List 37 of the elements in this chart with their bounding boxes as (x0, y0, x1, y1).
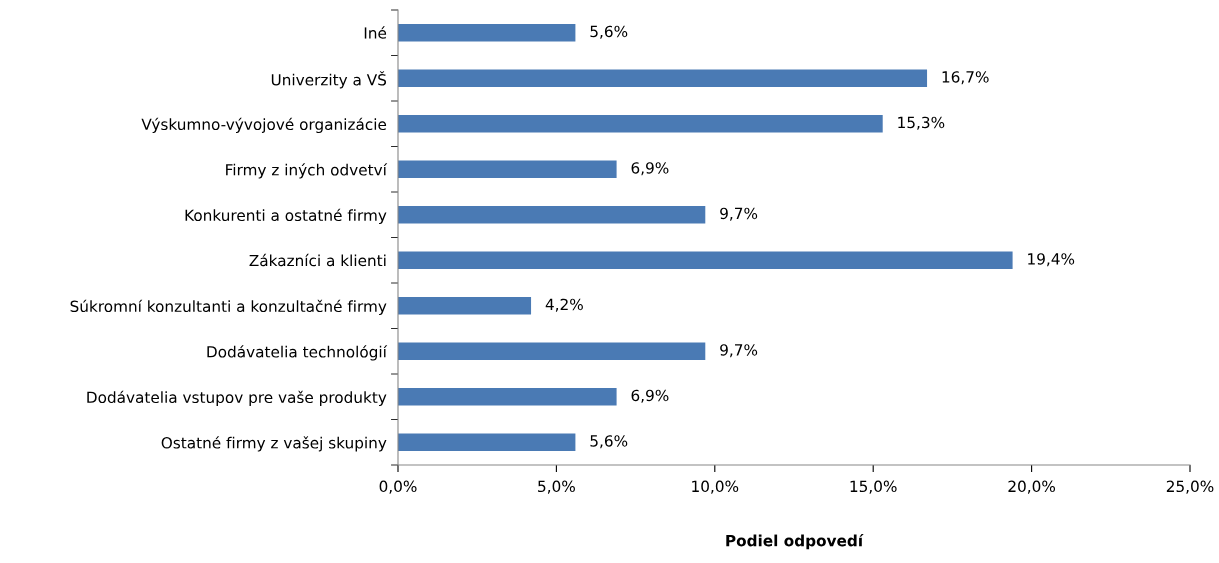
bar (398, 297, 532, 315)
data-label: 4,2% (545, 298, 583, 312)
x-tick-label: 20,0% (1008, 480, 1056, 494)
y-tick-label: Univerzity a VŠ (271, 71, 387, 89)
data-label: 6,9% (631, 389, 669, 403)
data-label: 16,7% (942, 71, 989, 85)
data-label: 9,7% (720, 344, 758, 358)
x-tick-label: 10,0% (692, 480, 739, 494)
y-tick-label: Konkurenti a ostatné firmy (185, 208, 387, 225)
data-label: 5,6% (590, 25, 628, 39)
data-label: 9,7% (720, 207, 758, 221)
bar (398, 160, 617, 178)
bar (398, 342, 706, 360)
bar (398, 69, 928, 87)
y-tick-label: Výskumno-vývojové organizácie (141, 117, 387, 134)
x-tick-label: 15,0% (850, 480, 897, 494)
y-tick-label: Iné (364, 26, 387, 39)
x-tick-label: 0,0% (379, 480, 417, 494)
bar (398, 115, 883, 133)
data-label: 19,4% (1028, 253, 1075, 267)
y-tick-label: Firmy z iných odvetví (226, 163, 388, 179)
data-label: 5,6% (590, 435, 628, 449)
bar (398, 251, 1013, 269)
bar (398, 388, 617, 406)
x-tick-label: 25,0% (1166, 480, 1214, 494)
bar (398, 206, 706, 224)
y-tick-label: Dodávatelia vstupov pre vaše produkty (87, 390, 387, 407)
data-label: 15,3% (898, 116, 945, 130)
x-tick-label: 5,0% (538, 480, 575, 494)
x-axis-title: Podiel odpovedí (726, 533, 864, 550)
bar (398, 433, 576, 451)
y-tick-label: Zákazníci a klienti (249, 253, 386, 267)
y-tick-label: Ostatné firmy z vašej skupiny (161, 436, 387, 452)
y-tick-label: Súkromní konzultanti a konzultačné firmy (70, 299, 387, 316)
data-label: 6,9% (631, 162, 669, 176)
y-tick-label: Dodávatelia technológií (207, 345, 388, 361)
bar (398, 24, 576, 42)
